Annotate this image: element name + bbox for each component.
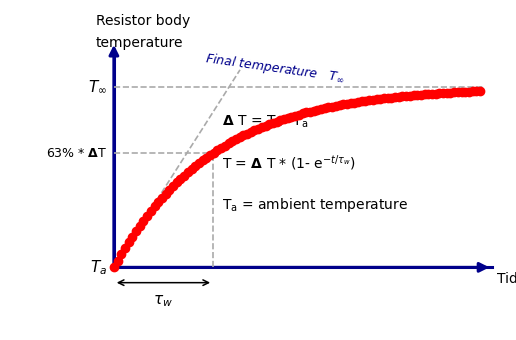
Text: Final temperature   T$_{\infty}$: Final temperature T$_{\infty}$: [204, 50, 346, 87]
Text: T$_{\mathregular{a}}$: T$_{\mathregular{a}}$: [90, 258, 107, 277]
Text: 63% * $\mathbf{\Delta}$T: 63% * $\mathbf{\Delta}$T: [46, 147, 107, 159]
Text: $\mathbf{\Delta}$ T = T$_{\infty}$- T$_{\mathregular{a}}$: $\mathbf{\Delta}$ T = T$_{\infty}$- T$_{…: [222, 113, 309, 130]
Text: T$_{\infty}$: T$_{\infty}$: [88, 79, 107, 95]
Text: Resistor body: Resistor body: [96, 14, 190, 28]
Text: $\tau_{\mathregular{w}}$: $\tau_{\mathregular{w}}$: [153, 294, 173, 309]
Text: temperature: temperature: [96, 36, 183, 50]
Text: T$_{\mathregular{a}}$ = ambient temperature: T$_{\mathregular{a}}$ = ambient temperat…: [222, 196, 408, 214]
Text: T = $\mathbf{\Delta}$ T * (1- e$^{-t/\tau_w}$): T = $\mathbf{\Delta}$ T * (1- e$^{-t/\ta…: [222, 153, 356, 173]
Text: Tid (s): Tid (s): [497, 272, 516, 286]
